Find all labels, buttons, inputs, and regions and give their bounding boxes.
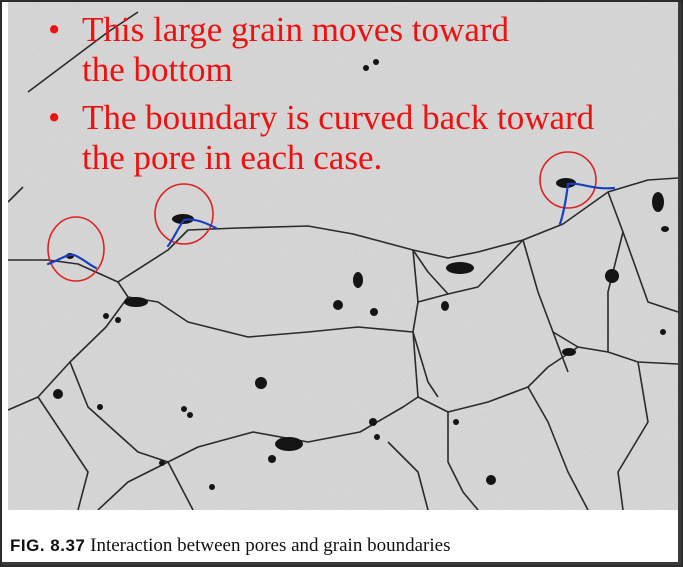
circle-right-pore <box>539 151 597 209</box>
bullet-item: • The boundary is curved back toward the… <box>48 98 678 178</box>
bullet-text-line: The boundary is curved back toward <box>82 98 595 137</box>
bullet-text-line: the pore in each case. <box>82 138 383 177</box>
bullet-text-line: This large grain moves toward <box>82 10 510 49</box>
micrograph-texture <box>8 2 678 510</box>
bullet-glyph: • <box>48 10 61 49</box>
annotation-curves <box>46 182 616 270</box>
curve-right-pore <box>558 182 616 226</box>
bullet-glyph: • <box>48 98 61 137</box>
bullet-item: • This large grain moves toward the bott… <box>48 10 678 90</box>
circle-center-pore <box>154 183 214 245</box>
micrograph-drawing <box>8 2 678 510</box>
figure-label: FIG. 8.37 <box>10 536 86 555</box>
curve-center-pore <box>166 218 218 248</box>
circle-left-pore <box>47 216 105 282</box>
annotation-circles <box>47 151 597 282</box>
micrograph-image: • This large grain moves toward the bott… <box>8 2 678 510</box>
pores <box>53 59 669 490</box>
bullet-list: • This large grain moves toward the bott… <box>48 10 678 178</box>
figure-caption-text: Interaction between pores and grain boun… <box>90 535 451 556</box>
grain-boundaries <box>8 11 678 510</box>
curve-left-pore <box>46 253 98 270</box>
figure-caption: FIG. 8.37 Interaction between pores and … <box>10 535 450 557</box>
bullet-text-line: the bottom <box>82 50 233 89</box>
